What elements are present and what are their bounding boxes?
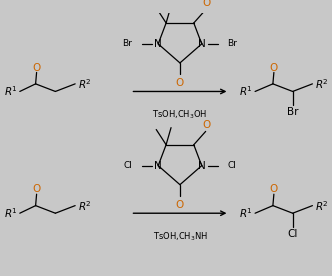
Text: N: N xyxy=(154,161,162,171)
Text: Cl: Cl xyxy=(124,161,132,170)
Text: $R^1$: $R^1$ xyxy=(4,206,18,220)
Text: $R^2$: $R^2$ xyxy=(315,77,329,91)
Text: $R^2$: $R^2$ xyxy=(315,199,329,213)
Text: N: N xyxy=(154,39,162,49)
Text: $R^2$: $R^2$ xyxy=(78,77,92,91)
Text: Cl: Cl xyxy=(288,229,298,239)
Text: N: N xyxy=(198,39,206,49)
Text: O: O xyxy=(176,78,184,88)
Text: O: O xyxy=(203,0,211,8)
Text: $R^1$: $R^1$ xyxy=(4,84,18,98)
Text: O: O xyxy=(270,184,278,194)
Text: O: O xyxy=(270,63,278,73)
Text: O: O xyxy=(33,184,41,194)
Text: Br: Br xyxy=(123,39,132,48)
Text: TsOH,CH$_3$OH: TsOH,CH$_3$OH xyxy=(152,108,208,121)
Text: O: O xyxy=(176,200,184,210)
Text: $R^1$: $R^1$ xyxy=(239,206,253,220)
Text: Br: Br xyxy=(227,39,237,48)
Text: Br: Br xyxy=(287,107,298,117)
Text: O: O xyxy=(203,120,211,130)
Text: TsOH,CH$_3$NH: TsOH,CH$_3$NH xyxy=(152,230,208,243)
Text: O: O xyxy=(33,63,41,73)
Text: Cl: Cl xyxy=(227,161,236,170)
Text: N: N xyxy=(198,161,206,171)
Text: $R^1$: $R^1$ xyxy=(239,84,253,98)
Text: $R^2$: $R^2$ xyxy=(78,199,92,213)
